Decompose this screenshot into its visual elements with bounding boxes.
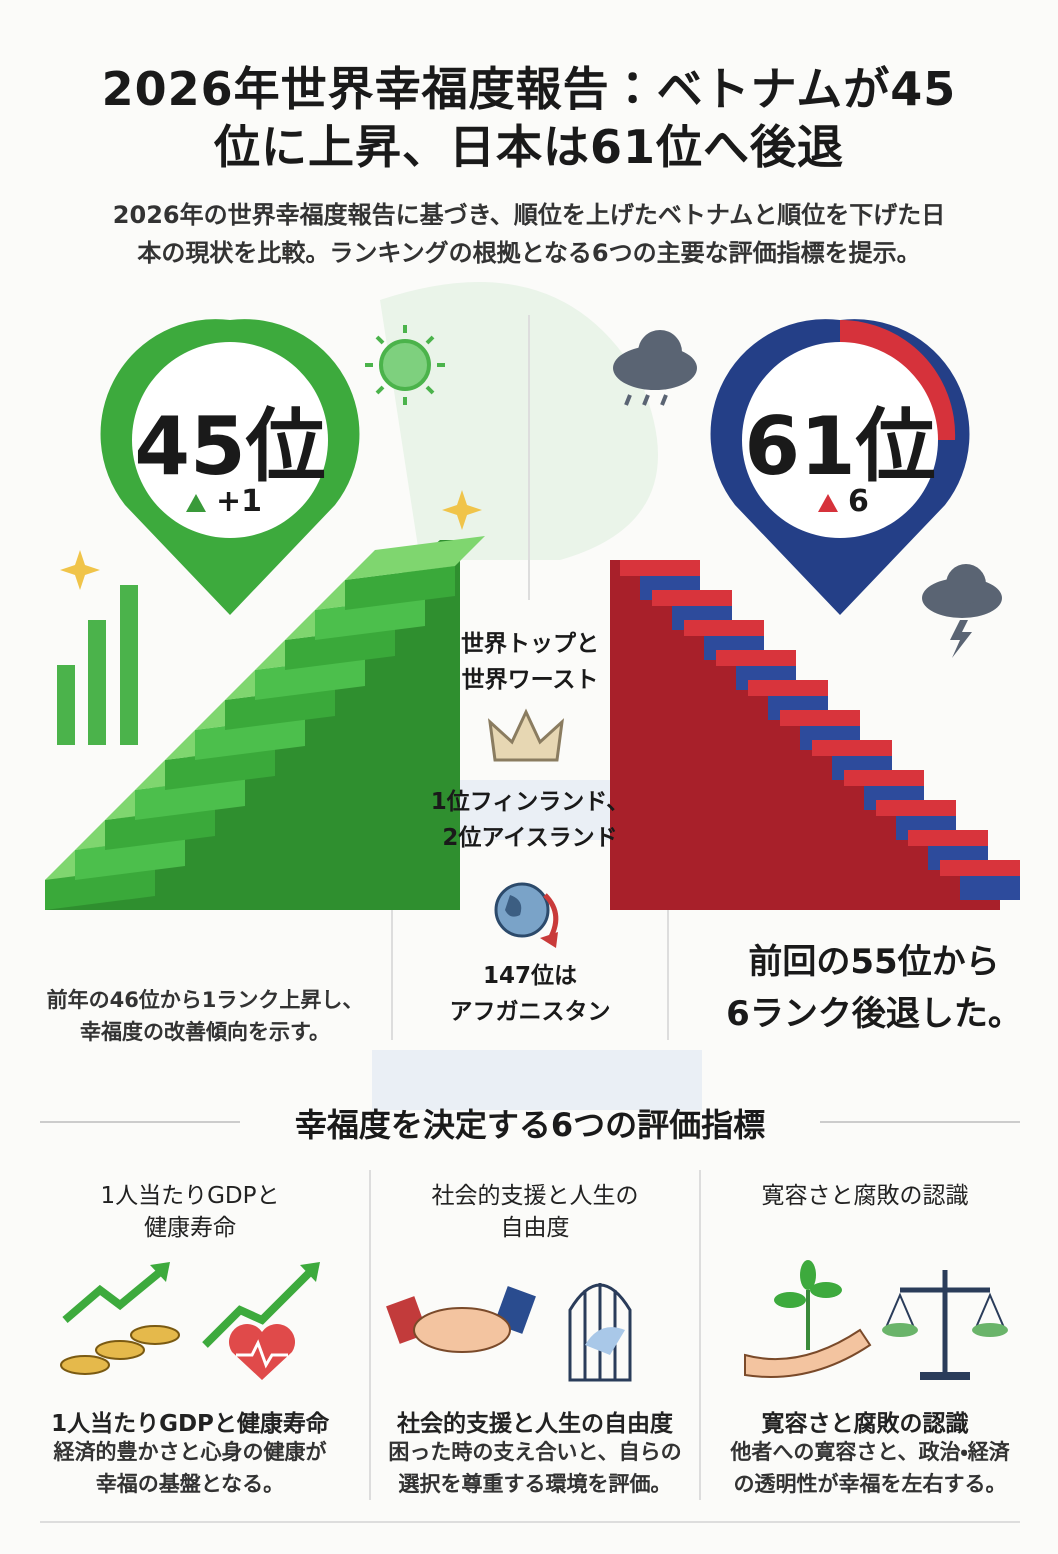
- japan-change: 6: [848, 484, 869, 519]
- stair-step: [105, 806, 215, 850]
- indicator-title: 寛容さと腐敗の認識: [761, 1411, 969, 1437]
- indicator-header: 寛容さと腐敗の認識: [700, 1180, 1030, 1212]
- section-title: 幸福度を決定する6つの評価指標: [294, 1106, 766, 1144]
- health-growth-icon: [202, 1262, 320, 1380]
- subtitle-line: 本の現状を比較。ランキングの根拠となる6つの主要な評価指標を提示。: [137, 239, 921, 267]
- japan-note: 前回の55位から 6ランク後退した。: [690, 936, 1058, 1040]
- japan-note-line: 前回の55位から: [748, 942, 1000, 982]
- coins-growth-icon: [60, 1262, 180, 1375]
- world-top-line: 2位アイスランド: [442, 825, 618, 851]
- indicator-header-line: 自由度: [500, 1215, 570, 1241]
- title: 2026年世界幸福度報告：ベトナムが45 位に上昇、日本は61位へ後退: [0, 60, 1058, 176]
- sparkle: [442, 490, 482, 530]
- down-arrow: [818, 494, 838, 512]
- globe-icon: [494, 882, 559, 948]
- world-bottom-line: アフガニスタン: [449, 999, 611, 1025]
- bar-icon: [57, 585, 138, 745]
- world-bottom: 147位は アフガニスタン: [392, 958, 668, 1030]
- japan-note-line: 6ランク後退した。: [726, 994, 1022, 1034]
- stair-step: [225, 686, 335, 730]
- stair-step: [165, 746, 275, 790]
- rain-cloud-icon: [613, 330, 697, 406]
- world-bottom-line: 147位は: [482, 963, 577, 989]
- stair-top: [780, 710, 860, 726]
- indicator-header-line: 健康寿命: [144, 1215, 236, 1241]
- background-shape: [380, 282, 658, 560]
- indicator-header: 1人当たりGDPと 健康寿命: [40, 1180, 340, 1244]
- up-arrow: [186, 494, 206, 512]
- indicator-description-line: 他者への寛容さと、政治・経済: [730, 1440, 1010, 1464]
- stairs: [45, 536, 1020, 910]
- stair-top: [844, 770, 924, 786]
- stair-step: [135, 776, 245, 820]
- indicator-title: 社会的支援と人生の自由度: [397, 1411, 673, 1437]
- indicator-header-line: 1人当たりGDPと: [100, 1183, 280, 1209]
- world-heading-line: 世界トップと: [461, 631, 599, 657]
- rank-pin-inner: [742, 342, 938, 538]
- title-line: 2026年世界幸福度報告：ベトナムが45: [101, 62, 957, 116]
- indicator-description-line: 幸福の基盤となる。: [95, 1472, 285, 1496]
- indicator-description: 他者への寛容さと、政治・経済 の透明性が幸福を左右する。: [700, 1436, 1040, 1500]
- stair-step: [315, 596, 425, 640]
- world-top-line: 1位フィンランド、: [430, 789, 630, 815]
- stair-top: [652, 590, 732, 606]
- stair-step: [345, 566, 455, 610]
- sparkle: [60, 550, 100, 590]
- stair-step: [75, 836, 185, 880]
- stair-top: [812, 740, 892, 756]
- stair-step: [285, 626, 395, 670]
- scales-icon: [882, 1270, 1008, 1380]
- indicator-title: 1人当たりGDPと健康寿命: [51, 1411, 329, 1437]
- indicator-header: 社会的支援と人生の 自由度: [370, 1180, 700, 1244]
- stair-step: [195, 716, 305, 760]
- subtitle: 2026年の世界幸福度報告に基づき、順位を上げたベトナムと順位を下げた日 本の現…: [0, 196, 1058, 272]
- handshake-icon: [386, 1286, 536, 1353]
- indicator-description-line: 経済的豊かさと心身の健康が: [53, 1440, 327, 1464]
- subtitle-line: 2026年の世界幸福度報告に基づき、順位を上げたベトナムと順位を下げた日: [112, 201, 946, 229]
- world-top: 1位フィンランド、 2位アイスランド: [392, 784, 668, 856]
- stair-top: [908, 830, 988, 846]
- world-heading-line: 世界ワースト: [461, 667, 599, 693]
- birdcage-icon: [568, 1283, 632, 1382]
- world-heading: 世界トップと 世界ワースト: [392, 626, 668, 698]
- crown-icon: [487, 708, 565, 762]
- stair-top: [620, 560, 700, 576]
- stair-step: [255, 656, 365, 700]
- indicator-description-line: 困った時の支え合いと、自らの: [388, 1440, 682, 1464]
- vietnam-note: 前年の46位から1ランク上昇し、 幸福度の改善傾向を示す。: [20, 984, 390, 1048]
- indicator-description: 経済的豊かさと心身の健康が 幸福の基盤となる。: [20, 1436, 360, 1500]
- indicator-header-line: 社会的支援と人生の: [431, 1183, 639, 1209]
- indicator-description: 困った時の支え合いと、自らの 選択を尊重する環境を評価。: [370, 1436, 700, 1500]
- stair-top: [716, 650, 796, 666]
- indicator-header-line: 寛容さと腐敗の認識: [761, 1183, 969, 1209]
- background-shape: [372, 1050, 702, 1110]
- rank-pin-inner: [132, 342, 328, 538]
- title-line: 位に上昇、日本は61位へ後退: [213, 120, 844, 174]
- stair-top: [940, 860, 1020, 876]
- stair-step: [960, 870, 1020, 900]
- japan-rank: 61位: [744, 400, 936, 493]
- sun-icon: [365, 325, 445, 405]
- stair-top: [748, 680, 828, 696]
- stair-step: [45, 866, 155, 910]
- storm-cloud-icon: [922, 564, 1002, 658]
- vietnam-note-line: 幸福度の改善傾向を示す。: [80, 1020, 330, 1044]
- stair-top: [345, 536, 485, 580]
- vietnam-note-line: 前年の46位から1ランク上昇し、: [46, 988, 364, 1012]
- indicator-description-line: 選択を尊重する環境を評価。: [398, 1472, 672, 1496]
- vietnam-change: +1: [216, 484, 263, 519]
- stair-top: [876, 800, 956, 816]
- stair-top: [684, 620, 764, 636]
- indicator-description-line: の透明性が幸福を左右する。: [733, 1472, 1007, 1496]
- plant-hand-icon: [744, 1260, 872, 1378]
- vietnam-rank: 45位: [134, 400, 326, 493]
